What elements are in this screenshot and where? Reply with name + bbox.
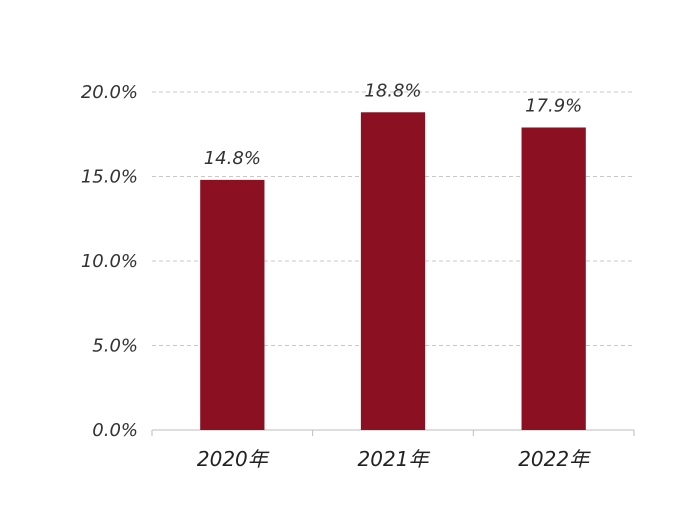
axes	[151, 429, 635, 436]
y-tick-label: 10.0%	[81, 251, 138, 272]
data-label: 14.8%	[204, 148, 261, 169]
x-tick-label: 2022年	[518, 447, 591, 471]
y-tick-label: 0.0%	[92, 420, 138, 441]
bars	[200, 112, 586, 431]
bar	[360, 112, 426, 430]
labels: 0.0% 5.0% 10.0% 15.0% 20.0% 14.8% 2020年 18.8% 20…	[81, 80, 591, 471]
data-label: 18.8%	[364, 80, 421, 101]
y-tick-label: 15.0%	[81, 167, 138, 188]
x-tick-label: 2020年	[197, 447, 270, 471]
bar	[200, 179, 265, 430]
x-tick-label: 2021年	[358, 447, 431, 471]
data-label: 17.9%	[525, 95, 582, 116]
y-tick-label: 20.0%	[81, 82, 138, 103]
bar	[521, 127, 586, 431]
y-tick-label: 5.0%	[92, 336, 138, 357]
